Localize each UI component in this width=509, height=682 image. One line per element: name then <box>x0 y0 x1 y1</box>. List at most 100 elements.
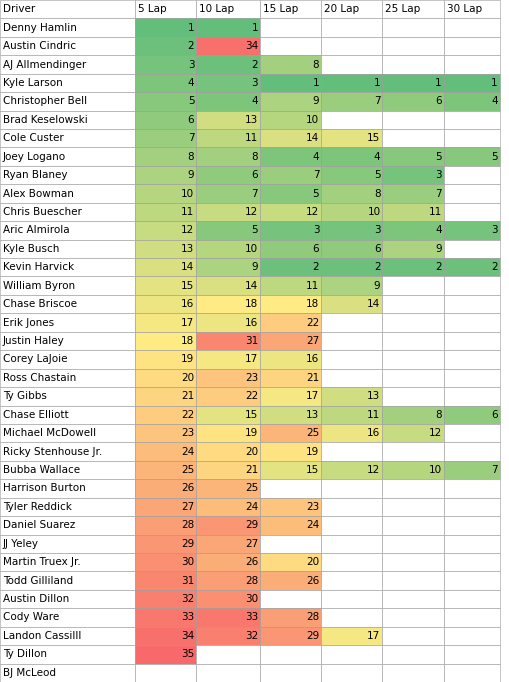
Text: 19: 19 <box>305 447 319 456</box>
Bar <box>443 608 499 627</box>
Text: Martin Truex Jr.: Martin Truex Jr. <box>3 557 80 567</box>
Bar <box>382 535 443 553</box>
Bar <box>0 110 135 129</box>
Bar <box>321 0 382 18</box>
Bar <box>135 129 196 147</box>
Bar <box>321 590 382 608</box>
Text: 10: 10 <box>181 188 194 198</box>
Text: 15: 15 <box>181 281 194 291</box>
Text: 25 Lap: 25 Lap <box>385 4 420 14</box>
Text: 13: 13 <box>366 391 380 401</box>
Bar <box>196 166 260 184</box>
Text: 27: 27 <box>244 539 258 549</box>
Text: 5: 5 <box>373 170 380 180</box>
Bar <box>196 18 260 37</box>
Bar <box>196 461 260 479</box>
Text: 4: 4 <box>434 226 441 235</box>
Bar <box>443 664 499 682</box>
Bar <box>135 0 196 18</box>
Text: 3: 3 <box>490 226 497 235</box>
Text: 9: 9 <box>187 170 194 180</box>
Text: 33: 33 <box>244 612 258 623</box>
Bar <box>321 55 382 74</box>
Text: 3: 3 <box>434 170 441 180</box>
Text: 8: 8 <box>187 151 194 162</box>
Bar <box>135 331 196 351</box>
Text: 6: 6 <box>312 244 319 254</box>
Bar <box>0 590 135 608</box>
Text: Erik Jones: Erik Jones <box>3 318 54 327</box>
Bar <box>321 331 382 351</box>
Text: 17: 17 <box>244 355 258 364</box>
Bar <box>443 295 499 313</box>
Text: 24: 24 <box>305 520 319 531</box>
Bar <box>0 406 135 424</box>
Text: 20: 20 <box>305 557 319 567</box>
Text: 23: 23 <box>244 373 258 383</box>
Bar <box>260 387 321 406</box>
Bar <box>135 276 196 295</box>
Bar <box>382 258 443 276</box>
Text: 11: 11 <box>244 133 258 143</box>
Text: 13: 13 <box>181 244 194 254</box>
Text: Cody Ware: Cody Ware <box>3 612 59 623</box>
Text: Joey Logano: Joey Logano <box>3 151 66 162</box>
Bar <box>382 645 443 664</box>
Bar <box>135 387 196 406</box>
Bar <box>382 0 443 18</box>
Bar <box>382 18 443 37</box>
Bar <box>321 424 382 443</box>
Text: 6: 6 <box>251 170 258 180</box>
Text: 2: 2 <box>187 41 194 51</box>
Bar <box>260 55 321 74</box>
Text: 32: 32 <box>244 631 258 641</box>
Bar <box>135 664 196 682</box>
Text: 15: 15 <box>244 410 258 419</box>
Bar <box>382 572 443 590</box>
Bar <box>260 18 321 37</box>
Text: 5: 5 <box>490 151 497 162</box>
Bar <box>321 387 382 406</box>
Bar <box>382 129 443 147</box>
Bar <box>321 129 382 147</box>
Text: 13: 13 <box>244 115 258 125</box>
Bar <box>260 129 321 147</box>
Text: Denny Hamlin: Denny Hamlin <box>3 23 77 33</box>
Bar <box>382 110 443 129</box>
Bar <box>443 92 499 110</box>
Text: 24: 24 <box>181 447 194 456</box>
Text: 4: 4 <box>251 96 258 106</box>
Text: Kevin Harvick: Kevin Harvick <box>3 263 74 272</box>
Bar <box>443 479 499 498</box>
Bar <box>135 55 196 74</box>
Bar <box>382 406 443 424</box>
Text: 2: 2 <box>490 263 497 272</box>
Text: 12: 12 <box>305 207 319 217</box>
Bar <box>321 627 382 645</box>
Text: 5: 5 <box>312 188 319 198</box>
Bar <box>443 387 499 406</box>
Bar <box>443 313 499 331</box>
Bar <box>321 110 382 129</box>
Text: 31: 31 <box>181 576 194 586</box>
Text: 1: 1 <box>251 23 258 33</box>
Bar <box>135 37 196 55</box>
Text: Cole Custer: Cole Custer <box>3 133 64 143</box>
Bar <box>321 461 382 479</box>
Text: 7: 7 <box>490 465 497 475</box>
Bar <box>135 369 196 387</box>
Bar <box>382 443 443 461</box>
Text: BJ McLeod: BJ McLeod <box>3 668 56 678</box>
Bar <box>382 387 443 406</box>
Bar <box>135 424 196 443</box>
Text: 17: 17 <box>366 631 380 641</box>
Bar <box>135 406 196 424</box>
Bar <box>260 351 321 369</box>
Bar <box>382 516 443 535</box>
Text: 14: 14 <box>366 299 380 309</box>
Bar <box>0 369 135 387</box>
Bar <box>382 331 443 351</box>
Bar <box>443 276 499 295</box>
Bar <box>382 664 443 682</box>
Text: 11: 11 <box>305 281 319 291</box>
